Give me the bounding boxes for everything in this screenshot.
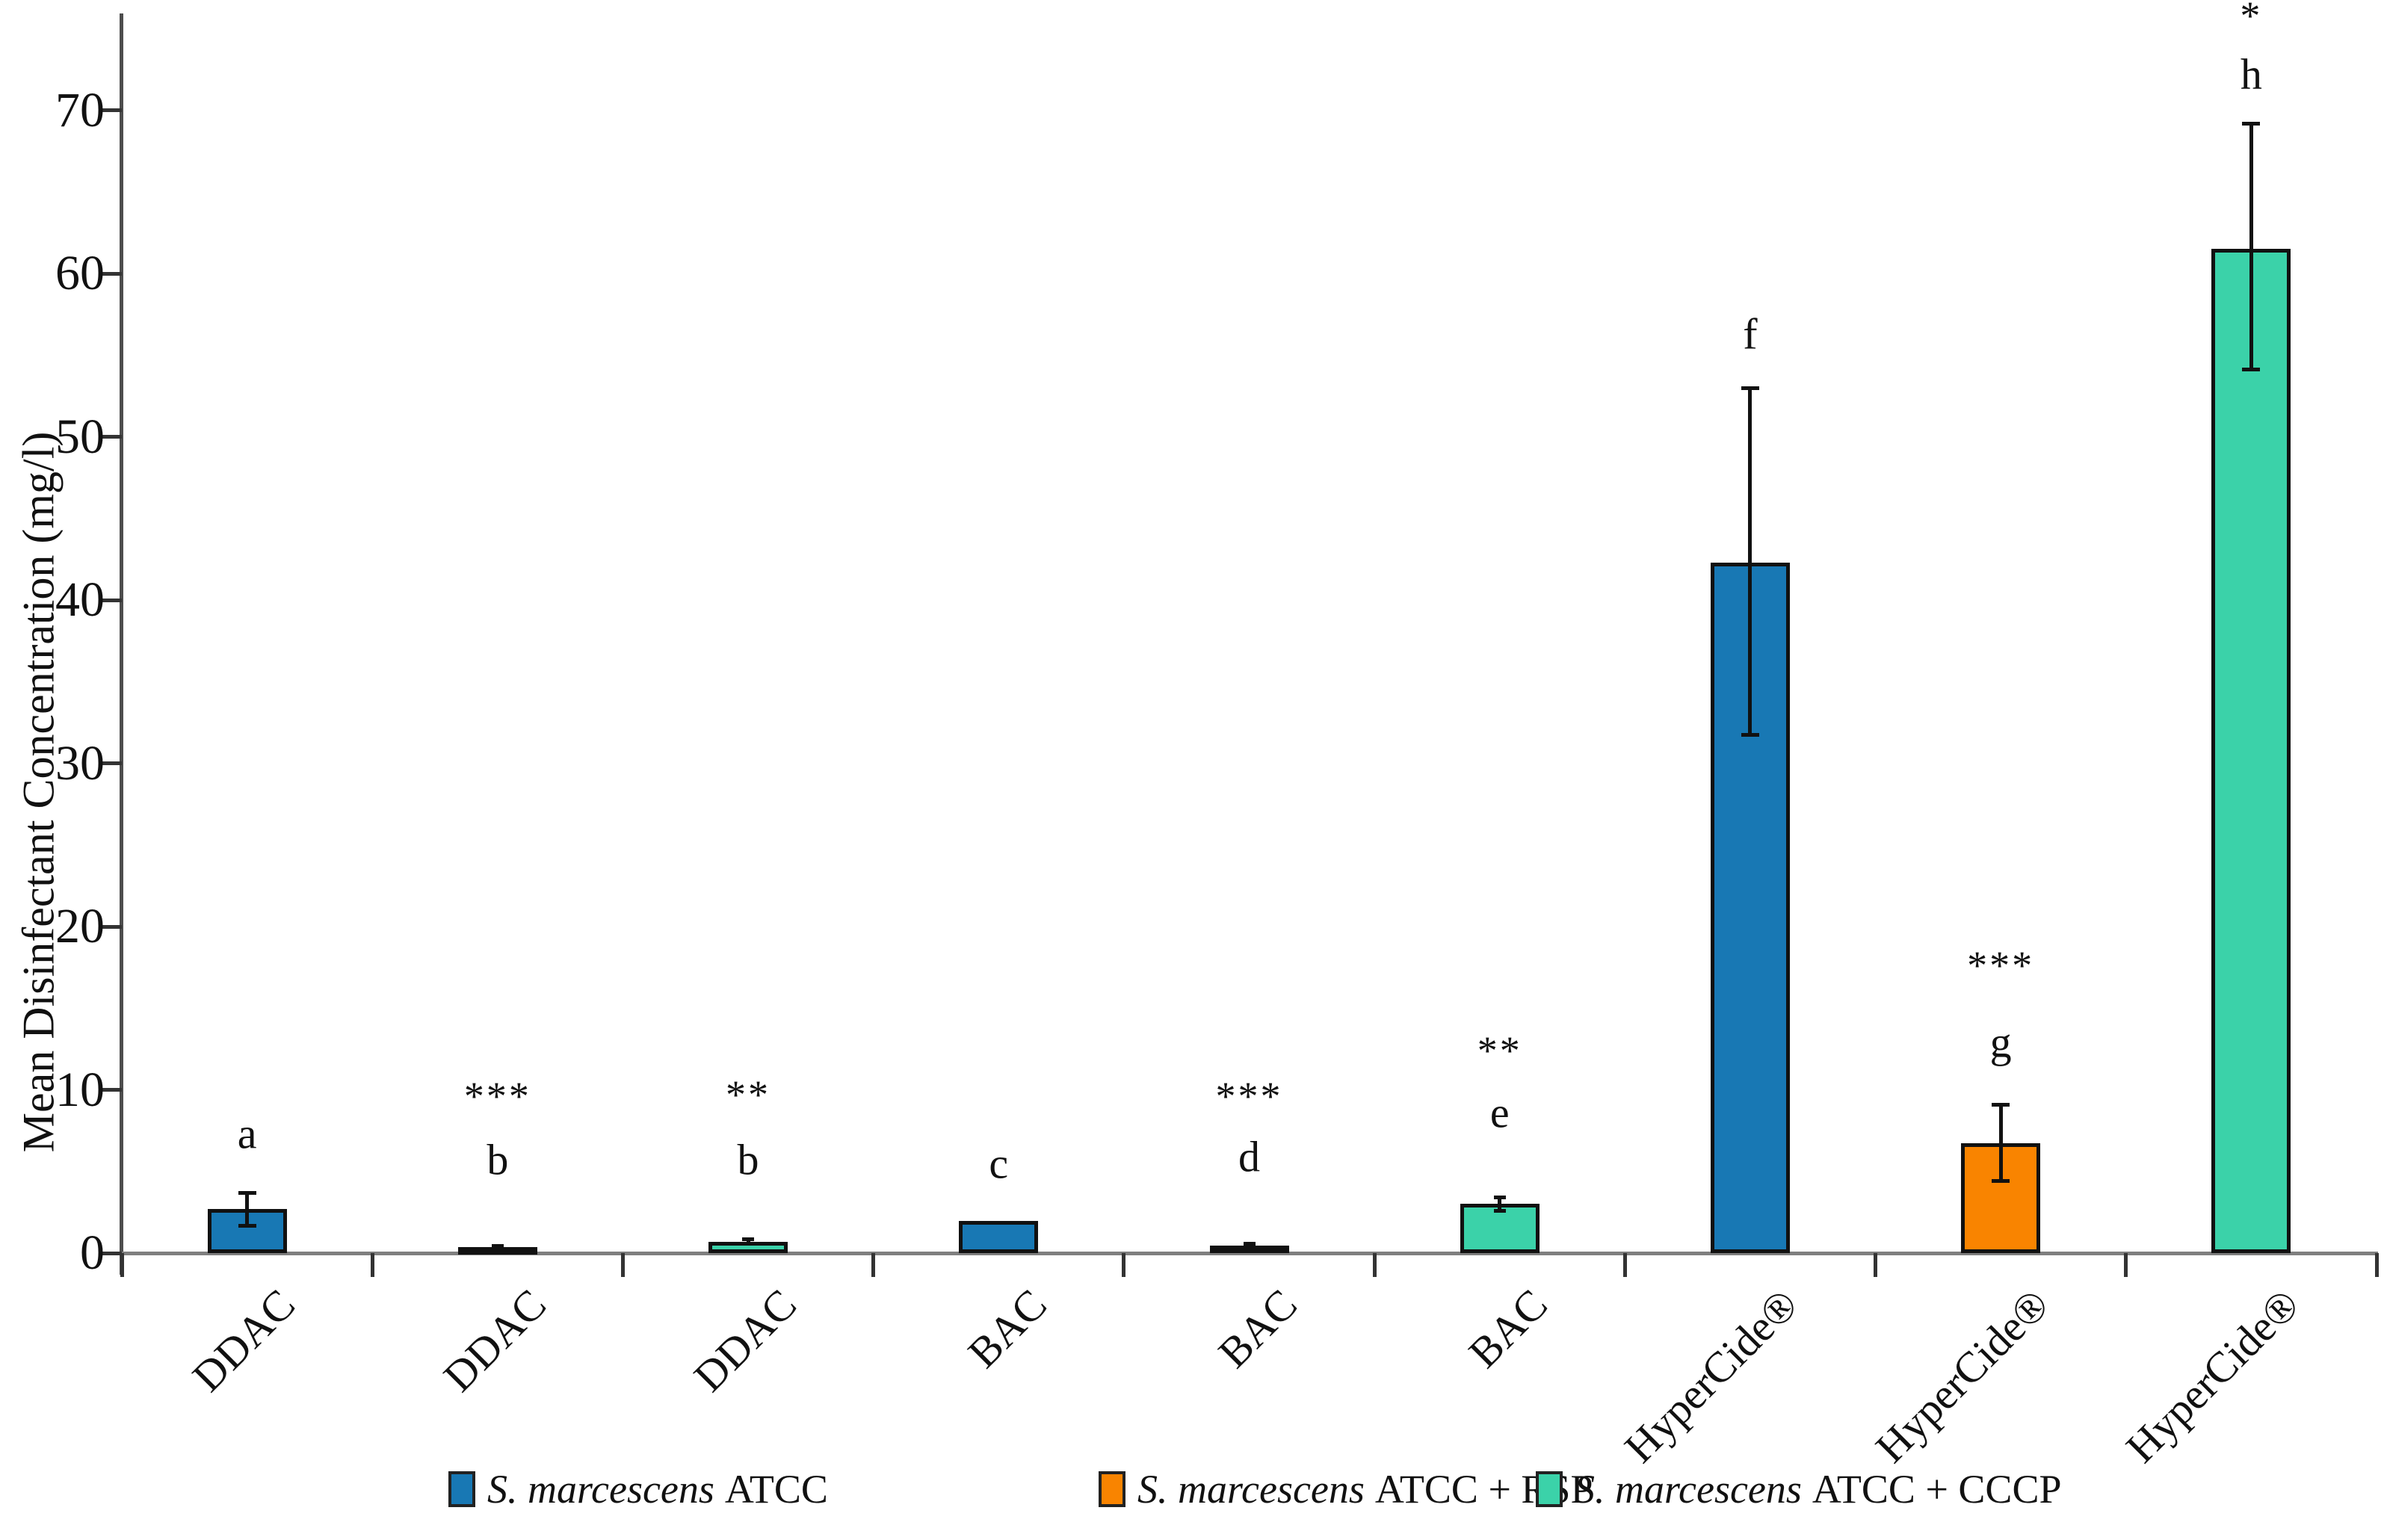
error-bar: [1748, 387, 1753, 736]
group-letter: f: [1743, 309, 1758, 359]
x-category-label: HyperCide®: [1615, 1279, 1808, 1472]
y-tick: [99, 435, 122, 439]
x-axis-line: [122, 1252, 2378, 1255]
error-bar-cap-bottom: [2242, 367, 2261, 371]
bar-c: [959, 1221, 1039, 1253]
legend-label: S. marcescens ATCC + RSP: [1137, 1467, 1593, 1512]
y-tick-label: 60: [55, 246, 105, 300]
error-bar-cap-bottom: [238, 1223, 256, 1228]
y-tick-label: 0: [80, 1225, 105, 1280]
error-bar-cap-top: [1243, 1242, 1256, 1246]
error-bar: [1498, 1196, 1502, 1212]
x-tick: [871, 1253, 876, 1277]
x-category-label: HyperCide®: [1865, 1279, 2058, 1472]
y-tick-label: 30: [55, 735, 105, 791]
legend-swatch: [1536, 1471, 1563, 1507]
significance-stars: ***: [463, 1074, 531, 1119]
legend-item: S. marcescens ATCC: [448, 1466, 828, 1512]
y-tick: [99, 761, 122, 765]
group-letter: g: [1989, 1018, 2012, 1067]
legend-swatch: [1099, 1471, 1125, 1507]
error-bar: [2249, 123, 2253, 370]
error-bar-cap-top: [238, 1191, 256, 1196]
error-bar-cap-top: [1493, 1195, 1506, 1199]
y-tick-label: 20: [55, 899, 105, 953]
x-category-label: BAC: [1460, 1279, 1557, 1378]
x-tick: [2374, 1253, 2379, 1277]
x-category-label: BAC: [1208, 1279, 1307, 1378]
group-letter: b: [737, 1135, 759, 1184]
x-tick: [370, 1253, 374, 1277]
significance-stars: **: [726, 1072, 771, 1118]
significance-stars: ***: [1215, 1074, 1283, 1119]
y-axis-title: Mean Disinfectant Concentration (mg/l): [13, 431, 64, 1153]
x-tick: [120, 1253, 124, 1277]
y-tick: [99, 598, 122, 602]
x-tick: [1622, 1253, 1627, 1277]
y-tick: [99, 1088, 122, 1092]
group-letter: c: [989, 1139, 1009, 1188]
error-bar-cap-bottom: [1243, 1246, 1256, 1249]
error-bar-cap-bottom: [491, 1247, 504, 1252]
significance-stars: *: [2240, 0, 2263, 38]
legend-item: S. marcescens ATCC + RSP: [1099, 1466, 1593, 1512]
x-tick: [1372, 1253, 1377, 1277]
group-letter: e: [1489, 1088, 1510, 1137]
y-tick: [99, 271, 122, 276]
y-axis-line: [120, 13, 123, 1275]
significance-stars: ***: [1967, 943, 2035, 989]
error-bar: [746, 1239, 750, 1244]
y-tick-label: 40: [55, 572, 105, 627]
legend-label: S. marcescens ATCC + CCCP: [1575, 1467, 2062, 1512]
bar-h: [2211, 249, 2291, 1253]
error-bar-cap-top: [1741, 386, 1759, 390]
significance-stars: **: [1477, 1028, 1522, 1074]
x-category-label: DDAC: [684, 1279, 806, 1401]
x-category-label: DDAC: [183, 1279, 305, 1401]
error-bar: [245, 1193, 250, 1226]
x-tick: [1874, 1253, 1878, 1277]
x-category-label: BAC: [958, 1279, 1056, 1378]
y-tick: [99, 924, 122, 929]
x-tick: [1122, 1253, 1126, 1277]
error-bar-cap-top: [1992, 1103, 2010, 1107]
legend-item: S. marcescens ATCC + CCCP: [1536, 1466, 2062, 1512]
y-tick-label: 50: [55, 409, 105, 464]
error-bar-cap-bottom: [742, 1241, 755, 1246]
x-tick: [2124, 1253, 2128, 1277]
group-letter: d: [1238, 1132, 1260, 1181]
group-letter: b: [487, 1135, 509, 1184]
legend-swatch: [448, 1471, 475, 1507]
group-letter: a: [237, 1109, 257, 1158]
y-tick: [99, 1251, 122, 1255]
error-bar-cap-top: [2242, 121, 2261, 126]
y-tick-label: 10: [55, 1062, 105, 1117]
error-bar-cap-top: [742, 1237, 755, 1242]
group-letter: h: [2240, 49, 2262, 99]
error-bar-cap-top: [491, 1243, 504, 1248]
error-bar-cap-bottom: [1992, 1178, 2010, 1183]
error-bar-cap-bottom: [1493, 1209, 1506, 1213]
x-category-label: DDAC: [433, 1279, 555, 1401]
error-bar: [1998, 1104, 2003, 1181]
y-tick-label: 70: [55, 82, 105, 137]
error-bar-cap-bottom: [1741, 733, 1759, 737]
x-category-label: HyperCide®: [2116, 1279, 2309, 1472]
legend-label: S. marcescens ATCC: [487, 1467, 828, 1512]
x-tick: [620, 1253, 625, 1277]
y-tick: [99, 108, 122, 112]
